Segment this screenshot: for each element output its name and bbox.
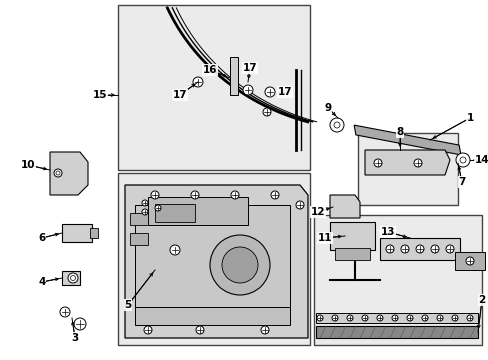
Text: 6: 6 [38,233,45,243]
Circle shape [331,315,337,321]
Polygon shape [364,150,449,175]
Circle shape [155,205,161,211]
Circle shape [373,159,381,167]
Bar [379,238,459,260]
Text: 8: 8 [396,127,403,137]
Circle shape [451,315,457,321]
Text: 15: 15 [93,90,107,100]
Circle shape [243,85,252,95]
Bar [130,213,148,225]
Text: 16: 16 [203,65,217,75]
Bar [118,5,309,170]
Circle shape [376,315,382,321]
Text: 9: 9 [324,103,331,113]
Circle shape [361,315,367,321]
Circle shape [385,245,393,253]
Bar [334,248,369,260]
Circle shape [465,257,473,265]
Text: 7: 7 [457,177,465,187]
Circle shape [459,157,465,163]
Text: 12: 12 [310,207,325,217]
Text: 13: 13 [380,227,394,237]
Circle shape [261,326,268,334]
Polygon shape [329,195,359,218]
Circle shape [68,273,78,283]
Circle shape [466,315,472,321]
Polygon shape [50,152,88,195]
Circle shape [436,315,442,321]
Text: 1: 1 [466,113,473,123]
Circle shape [191,191,199,199]
Bar [135,307,289,325]
Bar [118,173,309,345]
Circle shape [143,326,152,334]
Circle shape [74,318,86,330]
Circle shape [170,245,180,255]
Circle shape [264,87,274,97]
Circle shape [142,200,148,206]
Circle shape [209,235,269,295]
Circle shape [295,201,304,209]
Circle shape [263,108,270,116]
Bar [155,204,195,222]
Circle shape [333,122,339,128]
Bar [315,326,477,338]
Circle shape [400,245,408,253]
Circle shape [455,153,469,167]
Circle shape [70,275,75,280]
Circle shape [270,191,279,199]
Text: 17: 17 [277,87,292,97]
Text: 11: 11 [317,233,331,243]
Circle shape [151,191,159,199]
Text: 4: 4 [38,277,45,287]
Circle shape [421,315,427,321]
Bar [454,252,484,270]
Circle shape [329,118,343,132]
Circle shape [60,307,70,317]
Text: 10: 10 [20,160,35,170]
Text: 17: 17 [172,90,187,100]
Polygon shape [353,125,460,155]
Text: 3: 3 [71,333,79,343]
Bar [62,224,92,242]
Circle shape [406,315,412,321]
Bar [313,215,481,345]
Bar [329,222,374,250]
Text: 2: 2 [477,295,485,305]
Circle shape [430,245,438,253]
Bar [135,205,289,320]
Circle shape [54,169,62,177]
Circle shape [142,209,148,215]
Bar [315,313,477,323]
Circle shape [196,326,203,334]
Bar [130,233,148,245]
Text: 5: 5 [124,300,131,310]
Bar [62,271,80,285]
Bar [90,228,98,238]
Circle shape [391,315,397,321]
Circle shape [230,191,239,199]
Bar [229,57,238,95]
Circle shape [222,247,258,283]
Circle shape [445,245,453,253]
Circle shape [193,77,203,87]
Bar [148,197,247,225]
Polygon shape [125,185,307,338]
Text: 17: 17 [242,63,257,73]
Circle shape [415,245,423,253]
Circle shape [346,315,352,321]
Text: 14: 14 [474,155,488,165]
Circle shape [316,315,323,321]
Circle shape [413,159,421,167]
Circle shape [56,171,60,175]
Bar [357,133,457,205]
